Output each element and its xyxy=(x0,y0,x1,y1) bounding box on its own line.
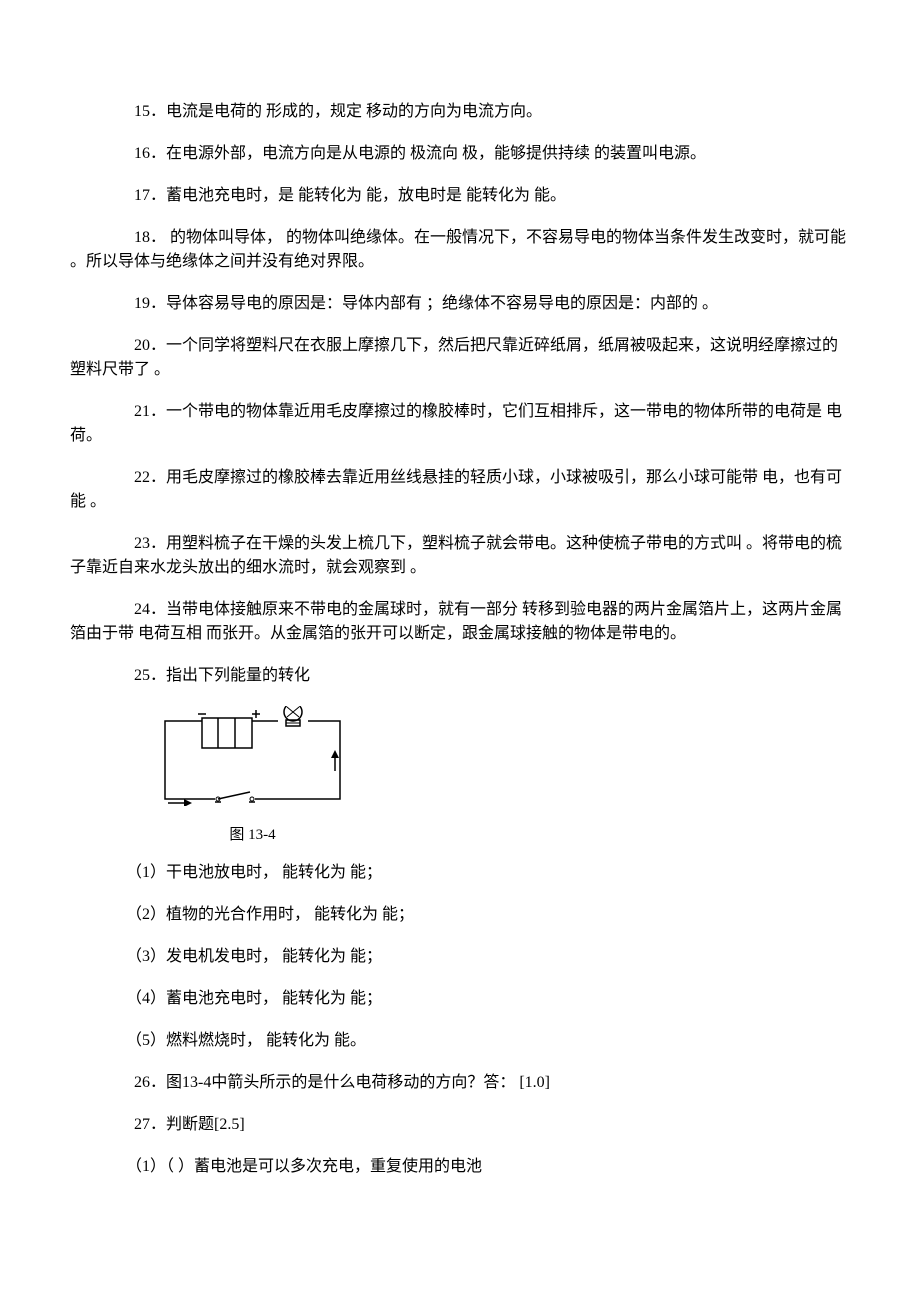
question-25-sub4: （4）蓄电池充电时， 能转化为 能； xyxy=(70,987,850,1011)
question-27: 27．判断题[2.5] xyxy=(70,1113,850,1137)
diagram-caption: 图 13-4 xyxy=(160,824,345,847)
question-26: 26．图13-4中箭头所示的是什么电荷移动的方向？答： [1.0] xyxy=(70,1071,850,1095)
question-18: 18． 的物体叫导体， 的物体叫绝缘体。在一般情况下，不容易导电的物体当条件发生… xyxy=(70,226,850,274)
question-15: 15．电流是电荷的 形成的，规定 移动的方向为电流方向。 xyxy=(70,100,850,124)
question-21: 21．一个带电的物体靠近用毛皮摩擦过的橡胶棒时，它们互相排斥，这一带电的物体所带… xyxy=(70,400,850,448)
question-17: 17．蓄电池充电时，是 能转化为 能，放电时是 能转化为 能。 xyxy=(70,184,850,208)
question-24: 24．当带电体接触原来不带电的金属球时，就有一部分 转移到验电器的两片金属箔片上… xyxy=(70,598,850,646)
question-20: 20．一个同学将塑料尺在衣服上摩擦几下，然后把尺靠近碎纸屑，纸屑被吸起来，这说明… xyxy=(70,334,850,382)
question-25-sub3: （3）发电机发电时， 能转化为 能； xyxy=(70,945,850,969)
question-16: 16．在电源外部，电流方向是从电源的 极流向 极，能够提供持续 的装置叫电源。 xyxy=(70,142,850,166)
question-23: 23．用塑料梳子在干燥的头发上梳几下，塑料梳子就会带电。这种使梳子带电的方式叫 … xyxy=(70,532,850,580)
circuit-diagram xyxy=(160,706,850,814)
question-25: 25．指出下列能量的转化 xyxy=(70,664,850,688)
question-22: 22．用毛皮摩擦过的橡胶棒去靠近用丝线悬挂的轻质小球，小球被吸引，那么小球可能带… xyxy=(70,466,850,514)
question-27-sub1: （1）（ ）蓄电池是可以多次充电，重复使用的电池 xyxy=(70,1155,850,1179)
question-25-sub1: （1）干电池放电时， 能转化为 能； xyxy=(70,861,850,885)
question-25-sub2: （2）植物的光合作用时， 能转化为 能； xyxy=(70,903,850,927)
question-19: 19．导体容易导电的原因是：导体内部有 ；绝缘体不容易导电的原因是：内部的 。 xyxy=(70,292,850,316)
question-25-sub5: （5）燃料燃烧时， 能转化为 能。 xyxy=(70,1029,850,1053)
